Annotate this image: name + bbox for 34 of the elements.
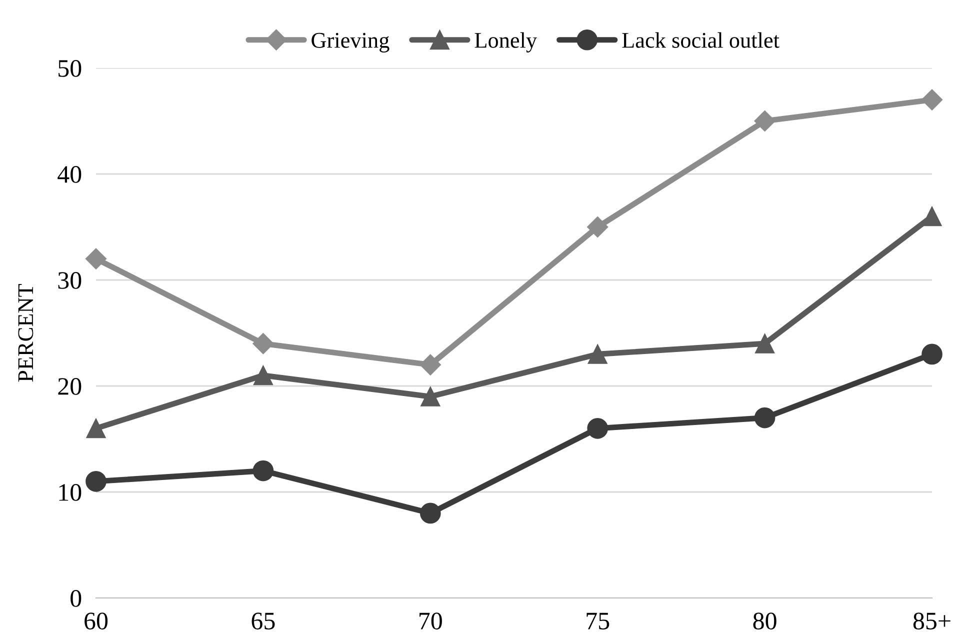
point	[922, 344, 942, 365]
point	[754, 110, 776, 132]
legend-label: Lonely	[474, 32, 538, 52]
y-tick-label: 50	[58, 60, 82, 77]
point	[253, 366, 273, 386]
x-tick-label: 70	[420, 612, 442, 630]
point	[252, 333, 274, 354]
y-tick-label: 40	[58, 166, 82, 183]
point	[587, 216, 608, 238]
point	[86, 470, 106, 492]
point	[754, 407, 776, 428]
y-tick-label: 0	[70, 590, 82, 607]
x-tick-label: 85+	[913, 612, 950, 630]
y-tick-label: 30	[58, 272, 82, 289]
point	[86, 418, 106, 438]
x-tick-label: 60	[84, 612, 108, 630]
point	[420, 502, 441, 524]
x-tick-label: 65	[252, 612, 275, 630]
point	[755, 334, 775, 354]
y-tick-label: 20	[58, 378, 82, 395]
point	[252, 460, 274, 482]
point	[420, 386, 440, 406]
point	[922, 206, 942, 226]
x-tick-label: 80	[753, 612, 776, 630]
y-axis-title: PERCENT	[18, 284, 34, 382]
point	[588, 344, 608, 364]
point	[420, 354, 441, 376]
y-tick-label: 10	[59, 484, 82, 501]
point	[85, 248, 107, 270]
legend-label: Lack social outlet	[622, 32, 780, 48]
legend-label: Grieving	[312, 32, 390, 52]
point	[921, 89, 943, 110]
point	[587, 418, 608, 439]
x-tick-label: 75	[586, 612, 610, 630]
